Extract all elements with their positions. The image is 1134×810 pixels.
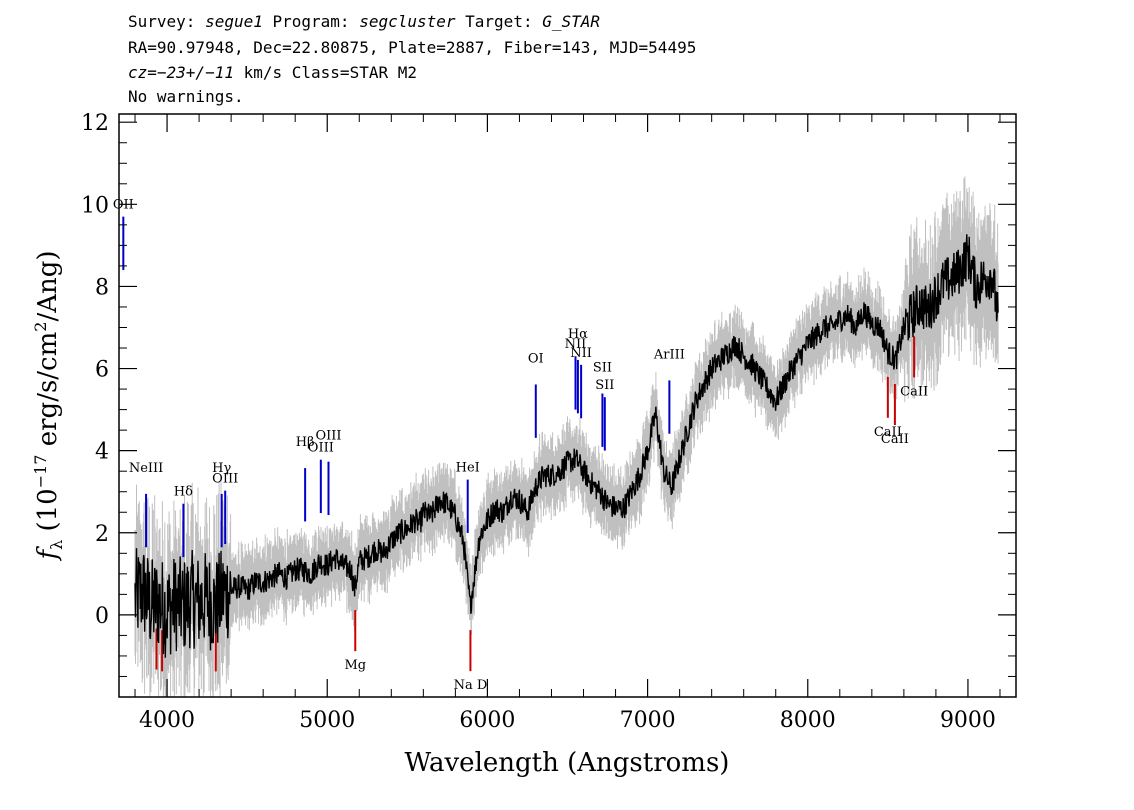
y-tick-label: 6 [95, 358, 109, 383]
axis-ticks: 4000 5000 6000 7000 8000 9000 0 2 4 6 8 10 12 [81, 111, 1016, 733]
spectrum-series [134, 234, 999, 658]
error-band [134, 176, 999, 697]
spectral-line-label: SII [595, 378, 614, 393]
y-tick-label: 2 [95, 522, 109, 547]
x-tick-label: 7000 [620, 708, 676, 733]
x-tick-label: 4000 [139, 708, 195, 733]
spectral-line-label: Na D [454, 678, 488, 693]
spectral-line-label: OIII [212, 472, 238, 487]
target-label: Target: [455, 12, 543, 31]
program-value: segcluster [359, 12, 456, 31]
plot-frame [118, 113, 1017, 698]
header-line-4: No warnings. [128, 87, 244, 106]
x-tick-label: 6000 [459, 708, 515, 733]
spectral-line-markers [122, 216, 916, 672]
spectral-line-label: OIII [315, 429, 341, 444]
redshift-value: cz=−23+/−11 [128, 63, 234, 82]
x-tick-label: 9000 [940, 708, 996, 733]
y-axis-label: fλ (10−17 erg/s/cm2/Ang) [31, 250, 66, 561]
survey-value: segue1 [205, 12, 263, 31]
x-axis-label: Wavelength (Angstroms) [405, 748, 730, 778]
spectral-line-label: NII [570, 346, 592, 361]
y-tick-label: 8 [95, 275, 109, 300]
spectral-line-label: Hβ [296, 435, 315, 450]
survey-label: Survey: [128, 12, 206, 31]
spectral-line-label: Mg [344, 658, 366, 673]
spectral-line-label: Hγ [212, 461, 231, 476]
spectral-line-label: NeIII [129, 461, 163, 476]
x-tick-label: 8000 [780, 708, 836, 733]
y-tick-label: 0 [95, 604, 109, 629]
spectral-line-label: ArIII [653, 347, 685, 362]
spectral-line-label: CaII [874, 425, 902, 440]
spectral-line-label: HeI [456, 461, 480, 476]
y-tick-label: 10 [81, 193, 109, 218]
spectral-line-label: CaII [900, 384, 928, 399]
spectral-line-label: OI [528, 351, 544, 366]
program-label: Program: [262, 12, 360, 31]
error-band-path [134, 176, 999, 697]
spectral-line-label: Hδ [174, 485, 193, 500]
spectrum-line [134, 234, 999, 658]
class-text: km/s Class=STAR M2 [233, 63, 417, 82]
spectral-line-label: OII [113, 198, 134, 213]
x-tick-label: 5000 [299, 708, 355, 733]
spectral-line-label: SII [593, 361, 612, 376]
spectral-line-label: CaII [881, 432, 909, 447]
y-tick-label: 4 [95, 440, 109, 465]
target-value: G_STAR [542, 12, 601, 31]
header-line-3: cz=−23+/−11 km/s Class=STAR M2 [128, 65, 417, 81]
spectral-line-label: NII [565, 337, 587, 352]
header-line-1: Survey: segue1 Program: segcluster Targe… [128, 14, 600, 30]
line-labels: OIINeIIIHδHγOIIIHβOIIIOIIIHeIOINIIHαNIIS… [113, 198, 928, 694]
spectral-line-label: OIII [308, 441, 334, 456]
header-line-2: RA=90.97948, Dec=22.80875, Plate=2887, F… [128, 38, 697, 57]
y-tick-label: 12 [81, 111, 109, 136]
spectral-line-label: Hα [568, 327, 588, 342]
